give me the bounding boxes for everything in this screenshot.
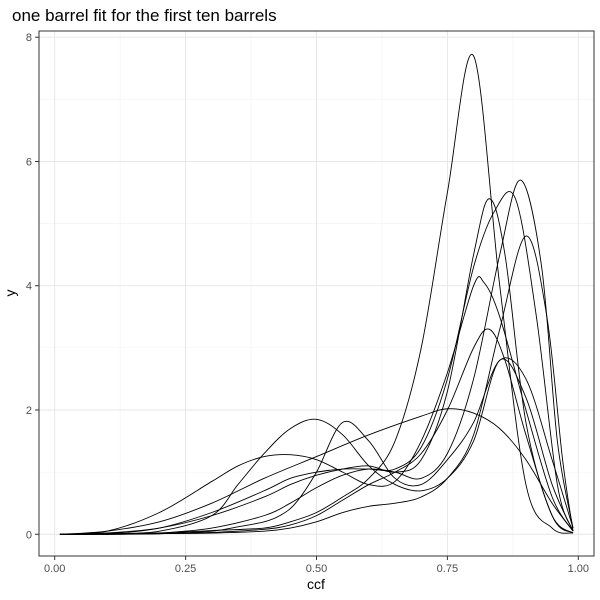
grid-layer	[39, 31, 594, 556]
x-tick-label: 0.75	[437, 563, 458, 575]
x-tick-label: 1.00	[568, 563, 589, 575]
series-line-10	[59, 328, 574, 535]
y-tick-label: 2	[26, 405, 32, 417]
series-line-2	[59, 276, 574, 535]
x-tick-label: 0.25	[175, 563, 196, 575]
series-line-1	[59, 53, 574, 535]
series-line-8	[59, 179, 574, 535]
y-tick-label: 4	[26, 281, 32, 293]
y-tick-label: 0	[26, 529, 32, 541]
x-tick-label: 0.50	[306, 563, 327, 575]
x-tick-label: 0.00	[44, 563, 65, 575]
series-layer	[59, 53, 574, 535]
chart-title: one barrel fit for the first ten barrels	[12, 6, 277, 25]
series-line-7	[59, 191, 574, 535]
y-axis-label: y	[2, 290, 18, 297]
series-line-9	[59, 235, 574, 535]
tick-layer: 0.00 0.25 0.50 0.75 1.00 0 2 4 6 8	[26, 32, 589, 575]
series-line-5	[59, 408, 574, 535]
x-axis-label: ccf	[307, 576, 325, 592]
y-tick-label: 6	[26, 156, 32, 168]
series-line-6	[59, 198, 574, 535]
y-tick-label: 8	[26, 32, 32, 44]
